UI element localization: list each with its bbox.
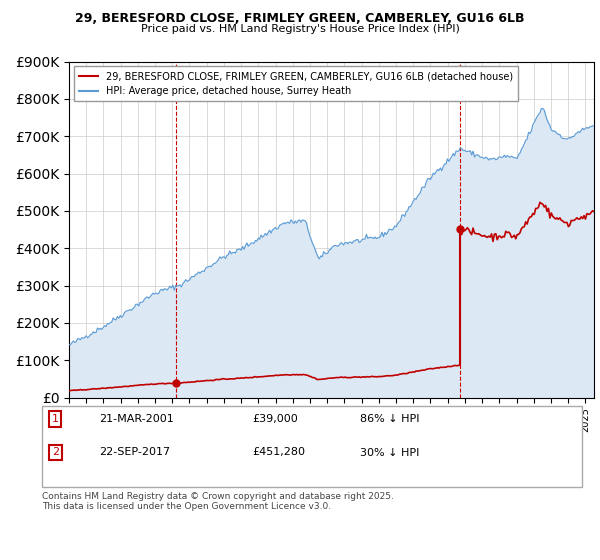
Legend: 29, BERESFORD CLOSE, FRIMLEY GREEN, CAMBERLEY, GU16 6LB (detached house), HPI: A: 29, BERESFORD CLOSE, FRIMLEY GREEN, CAMB… xyxy=(74,67,518,101)
Text: 22-SEP-2017: 22-SEP-2017 xyxy=(99,447,170,458)
Text: Contains HM Land Registry data © Crown copyright and database right 2025.
This d: Contains HM Land Registry data © Crown c… xyxy=(42,492,394,511)
Text: Price paid vs. HM Land Registry's House Price Index (HPI): Price paid vs. HM Land Registry's House … xyxy=(140,24,460,34)
Text: £39,000: £39,000 xyxy=(252,414,298,424)
Text: 1: 1 xyxy=(173,70,179,80)
Text: 2: 2 xyxy=(457,70,464,80)
Text: 1: 1 xyxy=(52,414,59,424)
Text: 21-MAR-2001: 21-MAR-2001 xyxy=(99,414,174,424)
Text: 29, BERESFORD CLOSE, FRIMLEY GREEN, CAMBERLEY, GU16 6LB: 29, BERESFORD CLOSE, FRIMLEY GREEN, CAMB… xyxy=(75,12,525,25)
Text: £451,280: £451,280 xyxy=(252,447,305,458)
Text: 2: 2 xyxy=(52,447,59,458)
Text: 30% ↓ HPI: 30% ↓ HPI xyxy=(360,447,419,458)
Text: 86% ↓ HPI: 86% ↓ HPI xyxy=(360,414,419,424)
